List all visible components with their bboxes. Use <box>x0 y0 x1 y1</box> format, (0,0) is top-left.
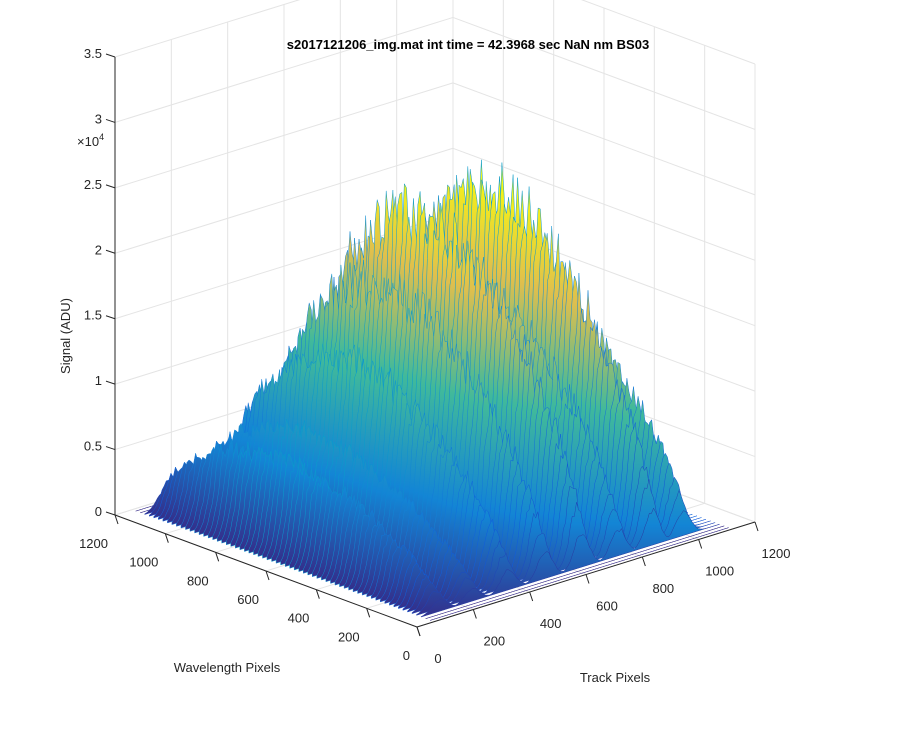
z-tick <box>105 380 116 385</box>
y-tick <box>215 552 220 562</box>
y-axis-label: Wavelength Pixels <box>174 660 281 675</box>
grid-line <box>114 0 301 58</box>
surface <box>135 159 729 621</box>
z-tick-label: 2 <box>95 242 102 257</box>
x-tick <box>529 591 534 602</box>
y-tick <box>416 626 421 637</box>
x-tick-label: 0 <box>434 651 441 666</box>
z-tick-label: 1 <box>95 373 102 388</box>
z-tick-label: 0.5 <box>84 439 102 454</box>
z-tick-label: 3.5 <box>84 46 102 61</box>
z-tick-label: 0 <box>95 504 102 519</box>
y-tick <box>114 514 119 525</box>
grid-line <box>580 0 756 65</box>
z-axis-label: Signal (ADU) <box>58 298 73 374</box>
x-tick-label: 1000 <box>705 564 734 579</box>
x-tick-label: 800 <box>652 581 674 596</box>
z-tick <box>105 315 116 320</box>
z-tick <box>105 511 116 516</box>
x-tick-label: 600 <box>596 599 618 614</box>
grid-line <box>452 82 756 196</box>
y-tick-label: 0 <box>403 648 410 663</box>
x-tick-label: 1200 <box>762 546 791 561</box>
y-tick-label: 200 <box>338 629 360 644</box>
x-tick <box>472 609 477 619</box>
y-tick-label: 600 <box>237 592 259 607</box>
axis-ticks: 0200400600800100012000200400600800100012… <box>79 46 790 666</box>
grid-line <box>452 147 756 261</box>
x-tick-label: 200 <box>483 634 505 649</box>
grid-line <box>114 147 454 254</box>
y-tick-label: 400 <box>288 611 310 626</box>
surface-ribbon <box>425 525 725 619</box>
z-exponent-label: ×104 <box>77 132 104 149</box>
y-tick-label: 1200 <box>79 536 108 551</box>
z-tick <box>105 184 116 189</box>
surface-ribbon <box>416 479 716 616</box>
x-tick <box>585 574 590 584</box>
chart-title: s2017121206_img.mat int time = 42.3968 s… <box>287 37 649 52</box>
z-tick <box>105 446 116 451</box>
y-tick-label: 1000 <box>129 555 158 570</box>
x-tick <box>754 521 759 532</box>
y-tick-label: 800 <box>187 573 209 588</box>
y-tick <box>265 570 270 581</box>
x-tick <box>698 539 703 549</box>
surface-ribbon <box>420 507 720 618</box>
z-tick-label: 2.5 <box>84 177 102 192</box>
z-tick-label: 1.5 <box>84 308 102 323</box>
z-tick <box>105 249 116 254</box>
z-tick <box>105 53 116 58</box>
surface-ribbon <box>411 465 711 614</box>
y-tick <box>315 589 320 599</box>
x-axis-label: Track Pixels <box>580 670 651 685</box>
z-tick <box>105 118 116 123</box>
grid-line <box>114 16 454 123</box>
x-tick-label: 400 <box>540 616 562 631</box>
z-tick-label: 3 <box>95 111 102 126</box>
grid-line <box>114 82 454 189</box>
x-tick <box>641 556 646 567</box>
y-tick <box>366 608 371 618</box>
y-tick <box>164 533 169 543</box>
grid-line <box>452 16 756 130</box>
surface-ribbon <box>430 527 729 621</box>
